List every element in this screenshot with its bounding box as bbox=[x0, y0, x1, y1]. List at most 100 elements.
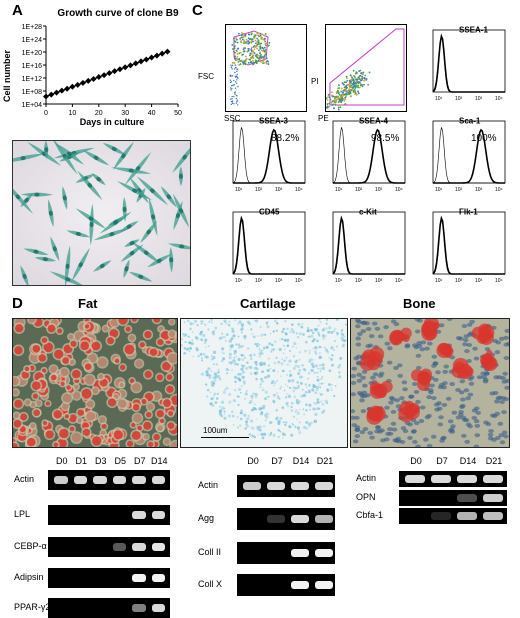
event-dot bbox=[335, 95, 338, 98]
matrix-speck bbox=[205, 395, 209, 398]
matrix-speck bbox=[282, 431, 284, 434]
cell-nucleus bbox=[397, 363, 403, 368]
matrix-speck bbox=[271, 343, 274, 347]
event-dot bbox=[254, 35, 256, 38]
cell-nucleus bbox=[426, 443, 433, 447]
cell-nucleus bbox=[499, 399, 505, 404]
matrix-speck bbox=[270, 350, 273, 353]
marker-name: Flk-1 bbox=[459, 208, 478, 217]
event-dot bbox=[339, 96, 342, 98]
matrix-speck bbox=[262, 406, 265, 410]
matrix-speck bbox=[292, 366, 296, 370]
event-dot bbox=[245, 57, 248, 60]
matrix-speck bbox=[244, 392, 248, 396]
matrix-speck bbox=[292, 415, 296, 418]
x-tick-label: 30 bbox=[121, 110, 129, 117]
cell-nucleus bbox=[413, 389, 420, 394]
event-dot bbox=[359, 78, 361, 81]
scatter-plot-pi-pe bbox=[323, 24, 407, 112]
matrix-speck bbox=[292, 355, 296, 358]
event-dot bbox=[262, 38, 265, 41]
matrix-speck bbox=[245, 389, 248, 392]
gene-label: CEBP-α bbox=[14, 541, 47, 551]
matrix-speck bbox=[265, 412, 269, 416]
stained-cell bbox=[89, 203, 94, 246]
event-dot bbox=[235, 97, 238, 100]
cell-nucleus bbox=[499, 440, 506, 445]
matrix-speck bbox=[261, 380, 263, 383]
event-dot bbox=[256, 47, 258, 50]
matrix-speck bbox=[252, 335, 256, 338]
event-dot bbox=[350, 82, 353, 84]
gel-band bbox=[267, 482, 285, 490]
mineral-deposit bbox=[367, 405, 384, 422]
event-dot bbox=[234, 45, 236, 48]
matrix-speck bbox=[318, 356, 322, 360]
matrix-speck bbox=[284, 396, 288, 399]
matrix-speck bbox=[307, 335, 310, 338]
cell-nucleus bbox=[482, 377, 489, 382]
matrix-speck bbox=[202, 352, 206, 356]
matrix-speck bbox=[249, 399, 253, 404]
histogram-tick: 10¹ bbox=[335, 187, 343, 193]
matrix-speck bbox=[297, 386, 300, 389]
lipid-droplet bbox=[62, 357, 70, 365]
matrix-speck bbox=[234, 319, 237, 322]
matrix-speck bbox=[343, 335, 346, 338]
matrix-speck bbox=[321, 411, 324, 415]
event-dot bbox=[263, 40, 266, 42]
matrix-speck bbox=[333, 340, 336, 343]
matrix-speck bbox=[240, 327, 244, 331]
matrix-speck bbox=[216, 392, 220, 396]
matrix-speck bbox=[230, 410, 234, 414]
cell-nucleus bbox=[463, 388, 470, 393]
matrix-speck bbox=[191, 331, 194, 333]
matrix-speck bbox=[237, 322, 239, 325]
matrix-speck bbox=[205, 374, 208, 377]
matrix-speck bbox=[287, 394, 292, 399]
lipid-droplet bbox=[107, 337, 115, 345]
event-dot bbox=[327, 93, 330, 96]
matrix-speck bbox=[199, 332, 203, 336]
matrix-speck bbox=[275, 356, 278, 359]
matrix-speck bbox=[285, 383, 287, 386]
histogram-tick: 10² bbox=[455, 278, 463, 284]
matrix-speck bbox=[183, 351, 187, 355]
matrix-speck bbox=[262, 333, 265, 336]
cell-nucleus bbox=[413, 421, 420, 426]
matrix-speck bbox=[312, 384, 317, 389]
cell-nucleus bbox=[439, 438, 445, 443]
matrix-speck bbox=[255, 367, 259, 371]
matrix-speck bbox=[264, 333, 267, 336]
matrix-speck bbox=[237, 335, 240, 338]
matrix-speck bbox=[313, 371, 316, 375]
event-dot bbox=[263, 37, 266, 40]
histogram-tick: 10¹ bbox=[235, 187, 243, 193]
matrix-speck bbox=[279, 430, 282, 433]
cell-nucleus bbox=[359, 430, 366, 435]
event-dot bbox=[230, 64, 232, 66]
matrix-speck bbox=[283, 359, 286, 362]
stained-cell bbox=[66, 230, 91, 238]
matrix-speck bbox=[311, 339, 315, 343]
cell-nucleus bbox=[360, 329, 367, 334]
matrix-speck bbox=[304, 340, 308, 344]
event-dot bbox=[254, 60, 257, 63]
matrix-speck bbox=[195, 346, 199, 350]
matrix-speck bbox=[315, 386, 319, 390]
event-dot bbox=[326, 103, 329, 105]
cell-nucleus bbox=[407, 422, 413, 427]
matrix-speck bbox=[290, 409, 294, 412]
event-dot bbox=[336, 98, 338, 101]
matrix-speck bbox=[289, 349, 292, 352]
matrix-speck bbox=[223, 352, 225, 355]
matrix-speck bbox=[254, 360, 258, 365]
matrix-speck bbox=[189, 322, 193, 326]
event-dot bbox=[359, 74, 362, 77]
gene-label: Cbfa-1 bbox=[356, 510, 384, 520]
stained-cell bbox=[169, 246, 174, 273]
matrix-speck bbox=[230, 337, 234, 341]
stained-cell bbox=[112, 141, 135, 171]
matrix-speck bbox=[264, 396, 268, 400]
event-dot bbox=[251, 38, 254, 41]
